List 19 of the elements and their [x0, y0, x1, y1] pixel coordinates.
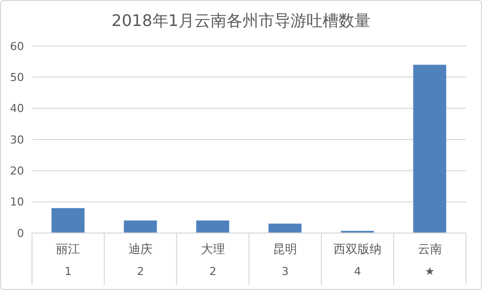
bar — [413, 64, 446, 233]
y-tick-label: 40 — [10, 102, 24, 116]
chart-title: 2018年1月云南各州市导游吐槽数量 — [110, 11, 372, 32]
bar — [52, 208, 85, 233]
y-tick-label: 50 — [10, 71, 24, 84]
x-tick-label: 西双版纳 4 — [334, 242, 382, 278]
y-tick-label: 20 — [10, 164, 24, 178]
y-tick-label: 10 — [10, 196, 24, 209]
y-tick-label: 60 — [10, 40, 24, 53]
x-tick-label: 丽江 1 — [56, 242, 80, 278]
y-tick-label: 0 — [17, 226, 24, 240]
bar — [196, 220, 230, 233]
y-tick-label: 30 — [10, 133, 24, 146]
x-tick-label: 云南 ★ — [418, 242, 442, 278]
x-tick-label: 迪庆 2 — [128, 242, 152, 278]
x-tick-label: 大理 2 — [200, 242, 225, 278]
bar — [124, 220, 157, 233]
bar — [268, 224, 302, 233]
x-tick-label: 昆明 3 — [273, 242, 298, 278]
